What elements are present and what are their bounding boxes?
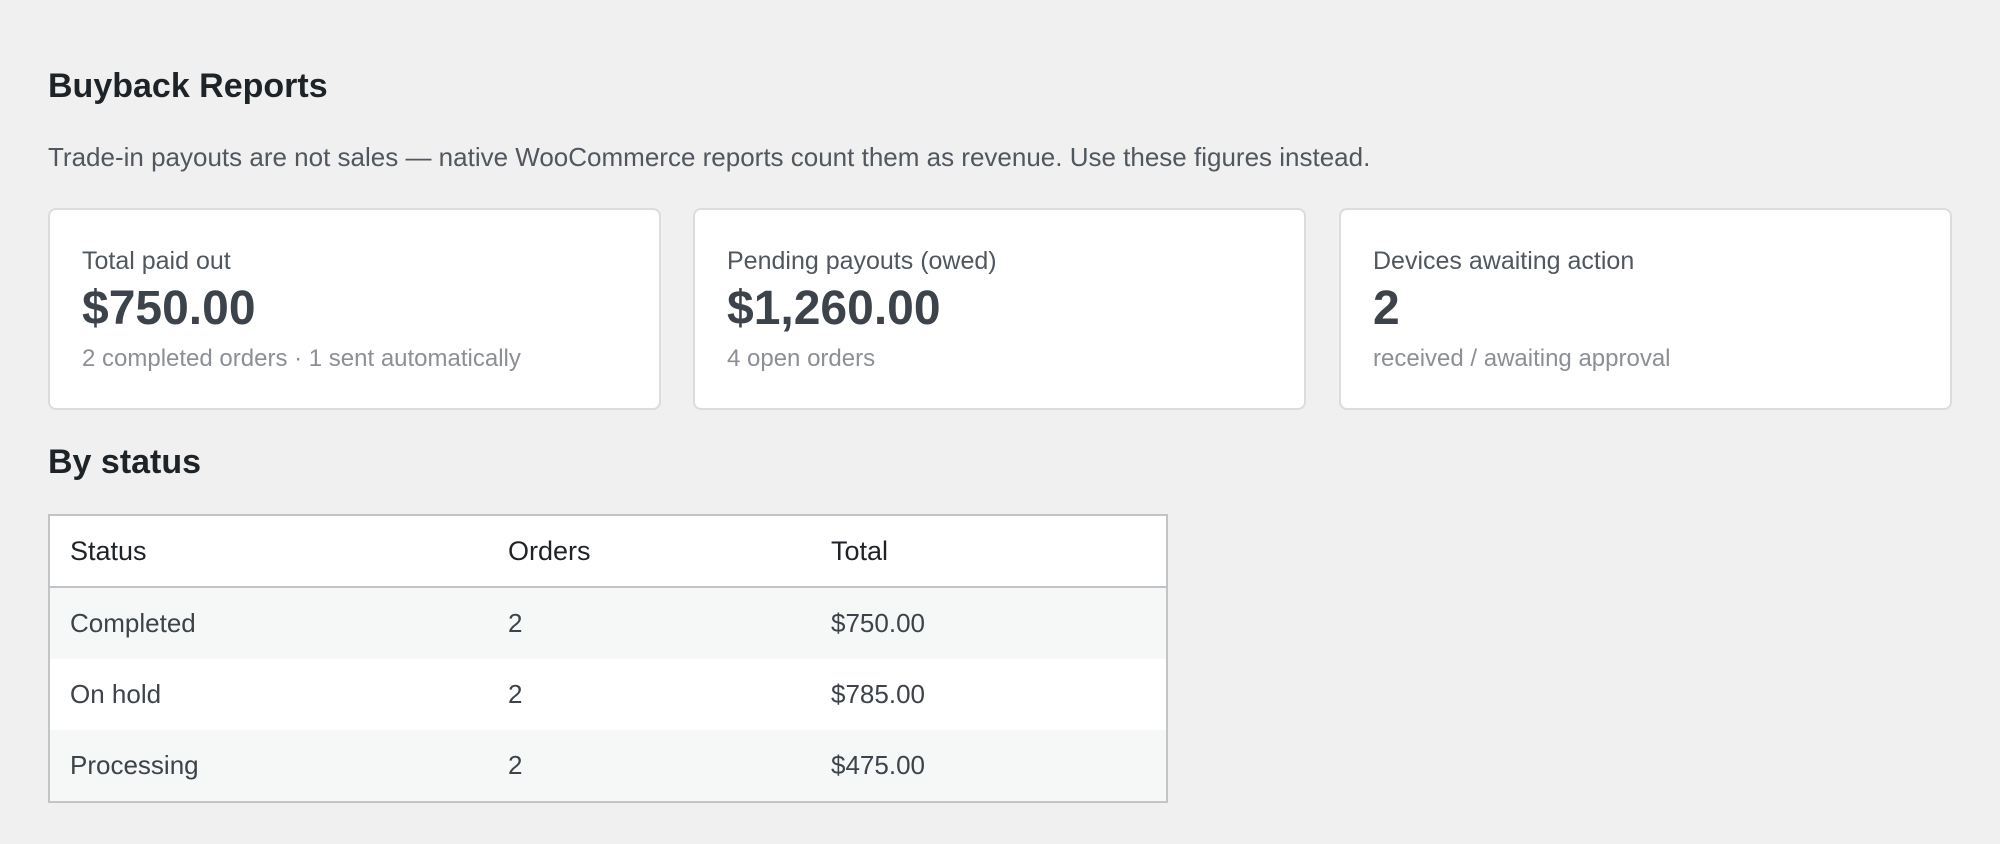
section-title-by-status: By status [48, 443, 202, 481]
card-subtext: received / awaiting approval [1373, 345, 1671, 372]
summary-cards: Total paid out $750.00 2 completed order… [48, 208, 1952, 410]
cell-total: $750.00 [831, 608, 925, 638]
page-intro: Trade-in payouts are not sales — native … [48, 142, 1371, 172]
card-value: $750.00 [82, 282, 256, 335]
table-row: On hold 2 $785.00 [50, 659, 1166, 730]
card-total-paid-out: Total paid out $750.00 2 completed order… [48, 208, 661, 410]
card-value: 2 [1373, 282, 1400, 335]
cell-status: Processing [70, 750, 199, 780]
card-label: Total paid out [82, 247, 231, 275]
cell-orders: 2 [508, 608, 523, 638]
cell-total: $785.00 [831, 679, 925, 709]
cell-status: Completed [70, 608, 196, 638]
cell-orders: 2 [508, 679, 523, 709]
card-subtext: 2 completed orders · 1 sent automaticall… [82, 345, 521, 372]
card-devices-awaiting: Devices awaiting action 2 received / awa… [1339, 208, 1952, 410]
card-value: $1,260.00 [727, 282, 941, 335]
cell-status: On hold [70, 679, 162, 709]
table-header: Status Orders Total [50, 516, 1166, 588]
card-label: Devices awaiting action [1373, 247, 1635, 275]
page-title: Buyback Reports [48, 67, 328, 105]
table-row: Completed 2 $750.00 [50, 588, 1166, 659]
cell-total: $475.00 [831, 750, 925, 780]
table-row: Processing 2 $475.00 [50, 730, 1166, 801]
cell-orders: 2 [508, 750, 523, 780]
card-subtext: 4 open orders [727, 345, 876, 372]
status-table: Status Orders Total Completed 2 $750.00 … [48, 514, 1168, 803]
card-pending-payouts: Pending payouts (owed) $1,260.00 4 open … [693, 208, 1306, 410]
column-header-orders: Orders [508, 535, 591, 566]
column-header-total: Total [831, 535, 889, 566]
column-header-status: Status [70, 535, 147, 566]
card-label: Pending payouts (owed) [727, 247, 997, 275]
